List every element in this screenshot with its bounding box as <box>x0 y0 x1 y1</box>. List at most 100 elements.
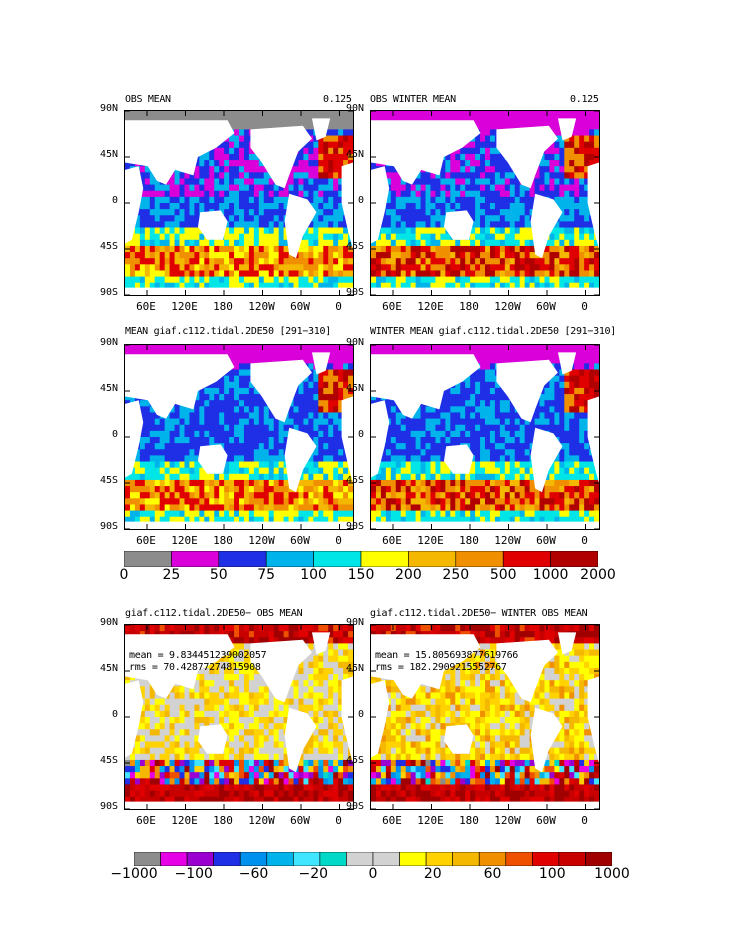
land-mass <box>371 166 390 244</box>
lat-tick-label: 90S <box>345 287 364 298</box>
lon-tick-label: 0 <box>335 814 342 827</box>
lon-tick-label: 120E <box>171 814 198 827</box>
land-mass <box>341 676 353 763</box>
land-mass <box>496 359 558 423</box>
land-mass <box>371 680 390 758</box>
lat-tick-label: 45N <box>99 149 118 160</box>
colorbar-swatch <box>218 550 267 568</box>
colorbar-tick-label: 100 <box>300 567 327 583</box>
map-field <box>125 625 353 809</box>
land-mass <box>125 634 235 699</box>
land-mass <box>284 707 317 773</box>
lat-tick-label: 90N <box>345 617 364 628</box>
colorbar-swatch <box>239 851 268 867</box>
colorbar-swatches <box>133 851 613 867</box>
colorbar-swatch <box>160 851 188 867</box>
lon-tick-label: 120E <box>417 534 444 547</box>
lon-tick-label: 60W <box>536 814 556 827</box>
colorbar-tick-label: 100 <box>538 866 566 882</box>
lat-tick-label: 0 <box>357 195 364 206</box>
colorbar-swatch <box>452 851 480 867</box>
colorbar-tick-label: 250 <box>442 567 470 583</box>
colorbar-swatch <box>408 550 457 568</box>
colorbar-tick-label: 1000 <box>532 567 569 583</box>
colorbar-swatch <box>360 550 409 568</box>
lon-tick-label: 0 <box>335 534 342 547</box>
lon-tick-label: 180 <box>459 814 479 827</box>
land-mass <box>371 801 599 809</box>
land-mass <box>496 125 558 189</box>
lon-tick-label: 0 <box>581 534 588 547</box>
land-mass <box>250 639 312 703</box>
land-mass <box>125 680 144 758</box>
colorbar-tick-label: 75 <box>257 567 276 583</box>
panel-title: giaf.c112.tidal.2DE50− WINTER OBS MEAN <box>370 608 588 619</box>
colorbar-swatch <box>425 851 453 867</box>
colorbar-tick-label: 60 <box>483 866 502 882</box>
lat-tick-label: 0 <box>111 709 118 720</box>
land-mass <box>125 354 235 419</box>
land-mass <box>125 287 353 295</box>
lon-tick-label: 60W <box>536 534 556 547</box>
map-field <box>371 625 599 809</box>
colorbar-swatch <box>550 550 599 568</box>
colorbar-tick-label: −1000 <box>110 866 158 882</box>
land-mass <box>250 125 312 189</box>
colorbar-swatch <box>293 851 321 867</box>
land-mass <box>443 210 474 240</box>
lon-tick-label: 60E <box>136 814 156 827</box>
land-mass <box>311 352 331 375</box>
lat-tick-label: 45N <box>99 663 118 674</box>
land-mass <box>197 724 228 754</box>
land-mass <box>371 634 481 699</box>
colorbar-swatch <box>585 851 613 867</box>
colorbar-swatch <box>399 851 427 867</box>
mean-stat: mean = 15.805693877619766 <box>375 650 519 661</box>
land-mass <box>125 801 353 809</box>
colorbar-tick-label: 0 <box>368 866 378 882</box>
lon-tick-label: 0 <box>581 300 588 313</box>
map-diff-winter-mean <box>370 624 600 810</box>
lat-tick-label: 90N <box>345 337 364 348</box>
lat-tick-label: 90S <box>99 287 118 298</box>
lon-tick-label: 0 <box>335 300 342 313</box>
lon-tick-label: 60E <box>136 534 156 547</box>
colorbar-tick-label: −20 <box>298 866 329 882</box>
lon-tick-label: 0 <box>581 814 588 827</box>
colorbar-swatch <box>505 851 533 867</box>
land-mass <box>443 444 474 474</box>
lat-tick-label: 0 <box>357 429 364 440</box>
colorbar-tick-label: −60 <box>238 866 269 882</box>
land-mass <box>587 676 599 763</box>
lat-tick-label: 45N <box>345 383 364 394</box>
lon-tick-label: 120W <box>248 814 275 827</box>
land-mass <box>341 396 353 483</box>
lat-tick-label: 90N <box>99 103 118 114</box>
land-mass <box>125 521 353 529</box>
lat-tick-label: 45N <box>99 383 118 394</box>
colorbar-bottom <box>133 851 613 867</box>
colorbar-swatch <box>532 851 560 867</box>
land-mass <box>371 120 481 185</box>
lon-tick-label: 60E <box>136 300 156 313</box>
lon-tick-label: 120W <box>494 300 521 313</box>
map-model-mean <box>124 344 354 530</box>
land-mass <box>125 120 235 185</box>
land-mass <box>496 639 558 703</box>
land-mass <box>443 724 474 754</box>
colorbar-swatch <box>319 851 347 867</box>
lon-tick-label: 180 <box>459 300 479 313</box>
land-mass <box>587 162 599 249</box>
lon-tick-label: 180 <box>459 534 479 547</box>
lon-tick-label: 60W <box>290 300 310 313</box>
colorbar-swatch <box>502 550 551 568</box>
lon-tick-label: 180 <box>213 300 233 313</box>
lon-tick-label: 120E <box>417 300 444 313</box>
colorbar-tick-label: 1000 <box>594 866 630 882</box>
panel-scale-label: 0.125 <box>570 94 599 105</box>
land-mass <box>371 521 599 529</box>
lon-tick-label: 60E <box>382 814 402 827</box>
panel-title: giaf.c112.tidal.2DE50− OBS MEAN <box>125 608 303 619</box>
colorbar-tick-label: 50 <box>209 567 228 583</box>
panel-title: WINTER MEAN giaf.c112.tidal.2DE50 [291−3… <box>370 326 616 337</box>
